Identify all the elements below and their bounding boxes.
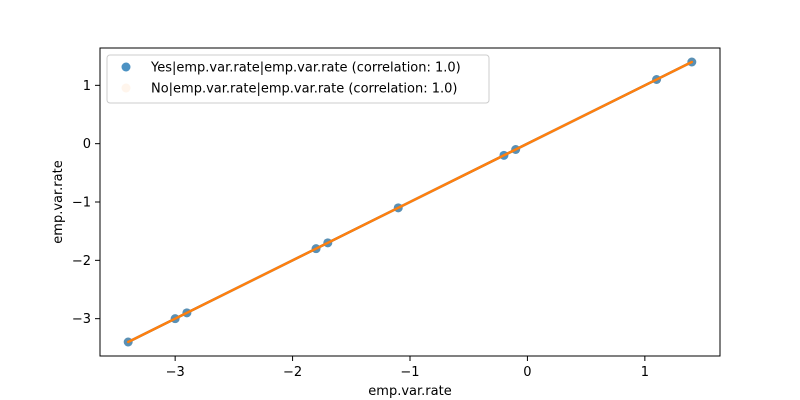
x-tick-label: −1 [400,365,419,380]
y-tick-label: 0 [83,137,91,152]
y-tick-label: 1 [83,79,91,94]
legend-marker [121,83,131,93]
plot-layer [123,57,697,347]
legend-box [106,54,490,104]
x-tick-label: −3 [166,365,185,380]
x-axis: −3 −2 −1 0 1 [166,356,649,380]
x-axis-label: emp.var.rate [368,384,451,399]
x-tick-label: 0 [523,365,531,380]
legend-marker [121,62,131,72]
y-axis-label: emp.var.rate [51,160,66,243]
y-tick-label: −3 [72,312,91,327]
y-tick-label: −1 [72,196,91,211]
x-tick-label: 1 [641,365,649,380]
x-tick-label: −2 [283,365,302,380]
y-axis: −3 −2 −1 0 1 [72,79,100,327]
fit-line-series-2 [126,60,694,344]
legend-label: Yes|emp.var.rate|emp.var.rate (correlati… [150,61,461,76]
y-tick-label: −2 [72,254,91,269]
legend: Yes|emp.var.rate|emp.var.rate (correlati… [106,54,490,104]
legend-label: No|emp.var.rate|emp.var.rate (correlatio… [151,82,457,97]
